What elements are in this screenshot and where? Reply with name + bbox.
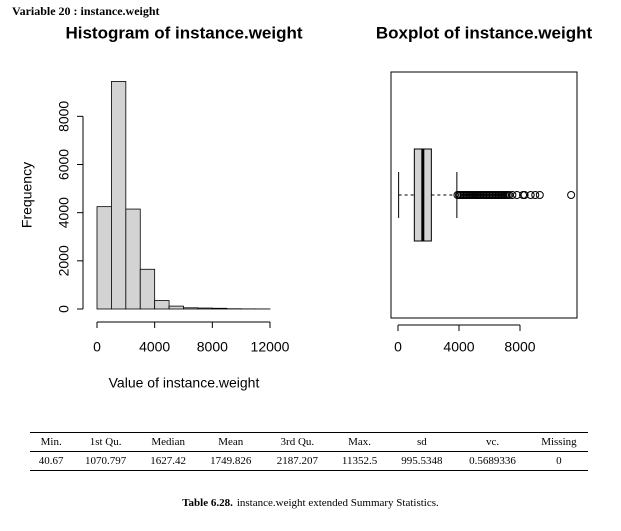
column-header: sd [388, 432, 456, 452]
caption: Table 6.28. instance.weight extended Summ… [0, 497, 621, 509]
table-cell: 1749.826 [210, 455, 252, 467]
outlier [567, 191, 576, 199]
bar [168, 305, 184, 310]
column-header: 1st Qu. [72, 432, 139, 452]
column-header: Median [138, 432, 198, 452]
caption-label: Table 6.28. [182, 497, 233, 509]
bar [111, 81, 127, 310]
table-cell: 0.5689336 [469, 455, 516, 467]
outlier [531, 191, 540, 199]
outlier [512, 191, 521, 199]
table-cell: 995.5348 [401, 455, 443, 467]
header: Variable 20 : instance.weight [12, 4, 160, 18]
outlier [508, 191, 517, 199]
column-header: Max. [330, 432, 389, 452]
outlier [526, 191, 535, 199]
column-header: Missing [529, 432, 588, 452]
table-row: 40.67 1070.797 1627.42 1749.826 2187.207 1135… [30, 452, 588, 471]
table-cell: 0 [556, 455, 562, 467]
y-axis-label: Frequency [19, 162, 35, 228]
charts: Histogram of instance.weight Value of in… [19, 23, 593, 391]
table-cell: 2187.207 [276, 455, 318, 467]
outlier [505, 191, 514, 199]
y-tick-label: 6000 [56, 149, 72, 180]
bar [197, 307, 213, 310]
x-tick-label: 0 [93, 339, 101, 355]
x-tick-label: 8000 [504, 339, 535, 355]
column-header: 3rd Qu. [264, 432, 331, 452]
y-tick-label: 8000 [56, 101, 72, 132]
bar [125, 208, 141, 310]
y-tick-label: 2000 [56, 245, 72, 276]
table-cell: 1070.797 [84, 455, 127, 467]
y-tick-label: 4000 [56, 197, 72, 228]
summary-table: Min. 1st Qu. Median Mean 3rd Qu. Max. sd vc. Mis… [30, 432, 588, 471]
bar [183, 307, 199, 310]
outlier [520, 191, 529, 199]
column-header: Mean [197, 432, 265, 452]
table-cell: 1627.42 [150, 455, 187, 467]
column-header: Min. [30, 432, 73, 452]
plot-frame [390, 71, 578, 319]
bar [139, 268, 156, 310]
x-tick-label: 4000 [139, 339, 170, 355]
outlier [535, 191, 544, 199]
y-tick-label: 0 [56, 305, 72, 313]
table-cell: 40.67 [38, 455, 64, 467]
x-tick-label: 8000 [197, 339, 228, 355]
chart-title: Histogram of instance.weight [65, 23, 302, 42]
chart-title: Boxplot of instance.weight [376, 23, 593, 42]
x-axis-label: Value of instance.weight [109, 375, 260, 391]
bar [211, 307, 228, 310]
x-tick-label: 4000 [443, 339, 474, 355]
bar [154, 300, 170, 310]
x-tick-label: 12000 [251, 339, 290, 355]
x-tick-label: 0 [394, 339, 402, 355]
column-header: vc. [455, 432, 530, 452]
bar [96, 206, 112, 310]
caption-text: instance.weight extended Summary Statist… [236, 497, 439, 509]
table-cell: 11352.5 [341, 455, 378, 467]
